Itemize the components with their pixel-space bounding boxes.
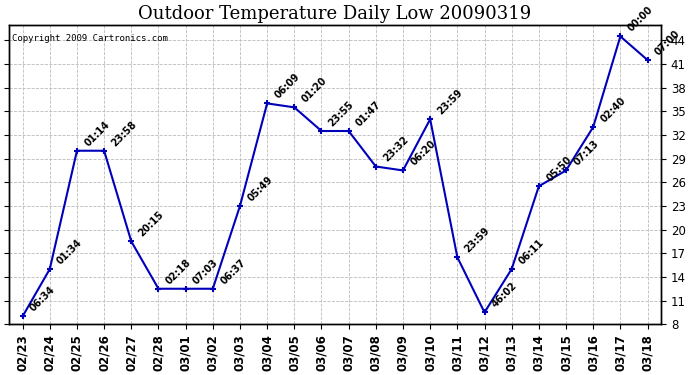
Text: 23:59: 23:59 (463, 225, 492, 254)
Text: 20:15: 20:15 (137, 210, 166, 238)
Title: Outdoor Temperature Daily Low 20090319: Outdoor Temperature Daily Low 20090319 (139, 5, 532, 23)
Text: 46:02: 46:02 (490, 280, 519, 310)
Text: 23:32: 23:32 (382, 135, 411, 164)
Text: 23:59: 23:59 (435, 87, 464, 116)
Text: 02:18: 02:18 (164, 257, 193, 286)
Text: 01:14: 01:14 (83, 119, 112, 148)
Text: 23:55: 23:55 (327, 99, 356, 128)
Text: 01:47: 01:47 (354, 99, 383, 128)
Text: 07:00: 07:00 (653, 28, 682, 57)
Text: 01:34: 01:34 (55, 237, 84, 266)
Text: 23:58: 23:58 (110, 119, 139, 148)
Text: 06:37: 06:37 (218, 257, 247, 286)
Text: Copyright 2009 Cartronics.com: Copyright 2009 Cartronics.com (12, 33, 168, 42)
Text: 05:49: 05:49 (246, 174, 275, 203)
Text: 00:00: 00:00 (626, 4, 655, 34)
Text: 06:34: 06:34 (28, 285, 57, 314)
Text: 02:40: 02:40 (599, 95, 628, 124)
Text: 07:03: 07:03 (191, 257, 220, 286)
Text: 07:13: 07:13 (571, 139, 600, 168)
Text: 06:11: 06:11 (518, 237, 546, 266)
Text: 06:20: 06:20 (408, 139, 437, 168)
Text: 06:09: 06:09 (273, 72, 302, 100)
Text: 01:20: 01:20 (300, 76, 329, 105)
Text: 05:50: 05:50 (544, 154, 573, 183)
